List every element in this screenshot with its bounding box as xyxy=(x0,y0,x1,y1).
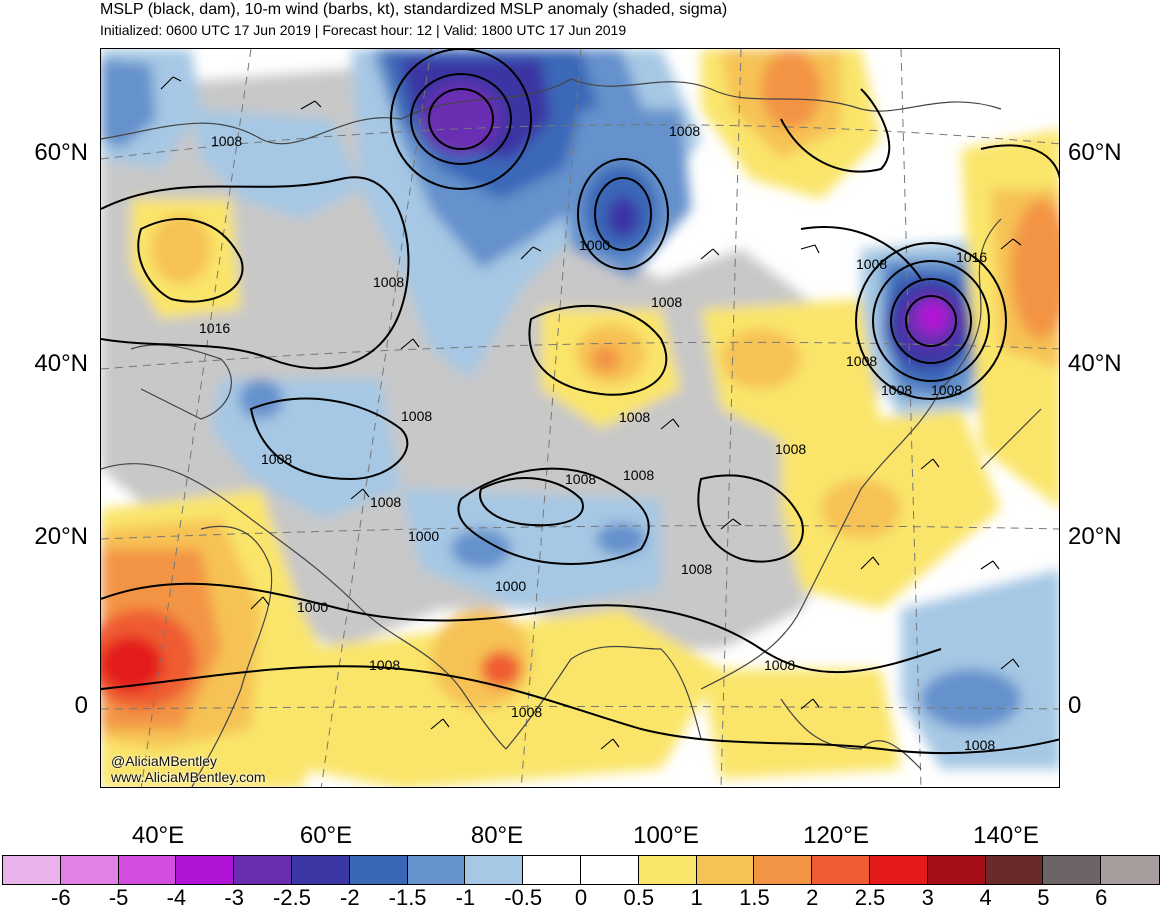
map-subtitle: Initialized: 0600 UTC 17 Jun 2019 | Fore… xyxy=(100,22,627,38)
colorbar-swatch xyxy=(1043,856,1102,884)
contour-label: 1008 xyxy=(511,704,542,720)
colorbar-swatch xyxy=(754,856,813,884)
contour-label: 1008 xyxy=(623,467,654,483)
colorbar-swatch xyxy=(985,856,1044,884)
wind-barbs xyxy=(160,76,1022,750)
colorbar-label: -1 xyxy=(455,885,476,910)
colorbar-label: 4 xyxy=(979,885,992,910)
colorbar-label: -3 xyxy=(224,885,244,910)
lat-label-right: 0 xyxy=(1068,692,1082,719)
contour-label: 1008 xyxy=(775,441,806,457)
lat-label-left: 40°N xyxy=(34,350,88,377)
colorbar-label: 1.5 xyxy=(739,885,770,910)
anomaly-shading xyxy=(101,49,1059,787)
lat-label-right: 20°N xyxy=(1068,523,1122,550)
colorbar-swatch xyxy=(523,856,581,884)
colorbar-label: 5 xyxy=(1037,885,1050,910)
contour-label: 1008 xyxy=(565,471,596,487)
contour-label: 1016 xyxy=(199,320,230,336)
contour-label: 1000 xyxy=(408,528,439,544)
contour-label: 1008 xyxy=(881,382,912,398)
colorbar-label: 3 xyxy=(921,885,934,910)
contour-label: 1008 xyxy=(846,353,877,369)
contour-label: 1000 xyxy=(297,599,328,615)
contour-label: 1000 xyxy=(579,237,610,253)
colorbar-label: -1.5 xyxy=(388,885,427,910)
lat-label-left: 0 xyxy=(74,692,88,719)
contour-label: 1008 xyxy=(764,657,795,673)
colorbar-label: 6 xyxy=(1095,885,1108,910)
map-canvas: 1008 1008 1016 1008 1008 1000 1008 1008 … xyxy=(101,49,1059,787)
coastlines xyxy=(101,78,1042,787)
contour-label: 1016 xyxy=(956,249,987,265)
contour-label: 1008 xyxy=(651,294,682,310)
colorbar-swatch xyxy=(118,856,177,884)
colorbar-swatch xyxy=(234,856,292,884)
colorbar-swatch xyxy=(638,856,697,884)
lon-label: 140°E xyxy=(973,822,1039,849)
colorbar-label: -6 xyxy=(51,885,71,910)
colorbar-swatch xyxy=(580,856,639,884)
colorbar-swatch xyxy=(696,856,755,884)
contour-label: 1008 xyxy=(369,657,400,673)
lon-label: 60°E xyxy=(299,822,353,849)
colorbar-swatch xyxy=(812,856,870,884)
contour-label: 1008 xyxy=(964,737,995,753)
colorbar-label: -0.5 xyxy=(504,885,543,910)
contour-label: 1008 xyxy=(211,133,242,149)
colorbar-label: 1 xyxy=(690,885,703,910)
lon-label: 40°E xyxy=(131,822,185,849)
contour-label: 1008 xyxy=(401,408,432,424)
map-panel: 1008 1008 1016 1008 1008 1000 1008 1008 … xyxy=(100,48,1060,788)
credit-website: www.AliciaMBentley.com xyxy=(111,769,266,785)
colorbar-swatch xyxy=(407,856,466,884)
colorbar-swatch xyxy=(349,856,408,884)
contour-label: 1008 xyxy=(373,274,404,290)
lat-label-right: 40°N xyxy=(1068,350,1122,377)
colorbar-label: -2 xyxy=(340,885,360,910)
contour-label: 1008 xyxy=(261,451,292,467)
colorbar-label: -5 xyxy=(108,885,129,910)
credit-twitter: @AliciaMBentley xyxy=(111,753,218,769)
colorbar-swatch xyxy=(1101,856,1159,884)
colorbar-swatch xyxy=(465,856,524,884)
colorbar-swatch xyxy=(869,856,928,884)
lat-label-right: 60°N xyxy=(1068,139,1122,166)
colorbar-swatch xyxy=(927,856,986,884)
colorbar-swatch xyxy=(176,856,235,884)
colorbar-label: 2 xyxy=(806,885,819,910)
lon-label: 120°E xyxy=(803,822,869,849)
lon-label: 80°E xyxy=(470,822,524,849)
map-title: MSLP (black, dam), 10-m wind (barbs, kt)… xyxy=(100,1,728,18)
contour-label: 1008 xyxy=(619,409,650,425)
colorbar-label: -4 xyxy=(166,885,187,910)
graticule xyxy=(101,49,1059,787)
colorbar-label: 2.5 xyxy=(854,885,886,910)
lat-label-left: 20°N xyxy=(34,523,88,550)
colorbar-swatch xyxy=(60,856,119,884)
lat-label-left: 60°N xyxy=(34,139,88,166)
contour-label: 1008 xyxy=(669,123,700,139)
colorbar-label: 0.5 xyxy=(623,885,655,910)
contour-label-group: 1008 1008 1016 1008 1008 1000 1008 1008 … xyxy=(199,123,995,753)
colorbar-swatch xyxy=(291,856,350,884)
contour-label: 1008 xyxy=(856,256,887,272)
contour-label: 1008 xyxy=(370,494,401,510)
contour-label: 1008 xyxy=(931,382,962,398)
colorbar xyxy=(2,855,1160,885)
contour-label: 1000 xyxy=(495,578,526,594)
colorbar-label: 0 xyxy=(574,885,588,910)
contour-label: 1008 xyxy=(681,561,712,577)
colorbar-label: -2.5 xyxy=(273,885,311,910)
colorbar-swatch xyxy=(3,856,61,884)
lon-label: 100°E xyxy=(633,822,699,849)
mslp-contours xyxy=(101,49,1059,755)
